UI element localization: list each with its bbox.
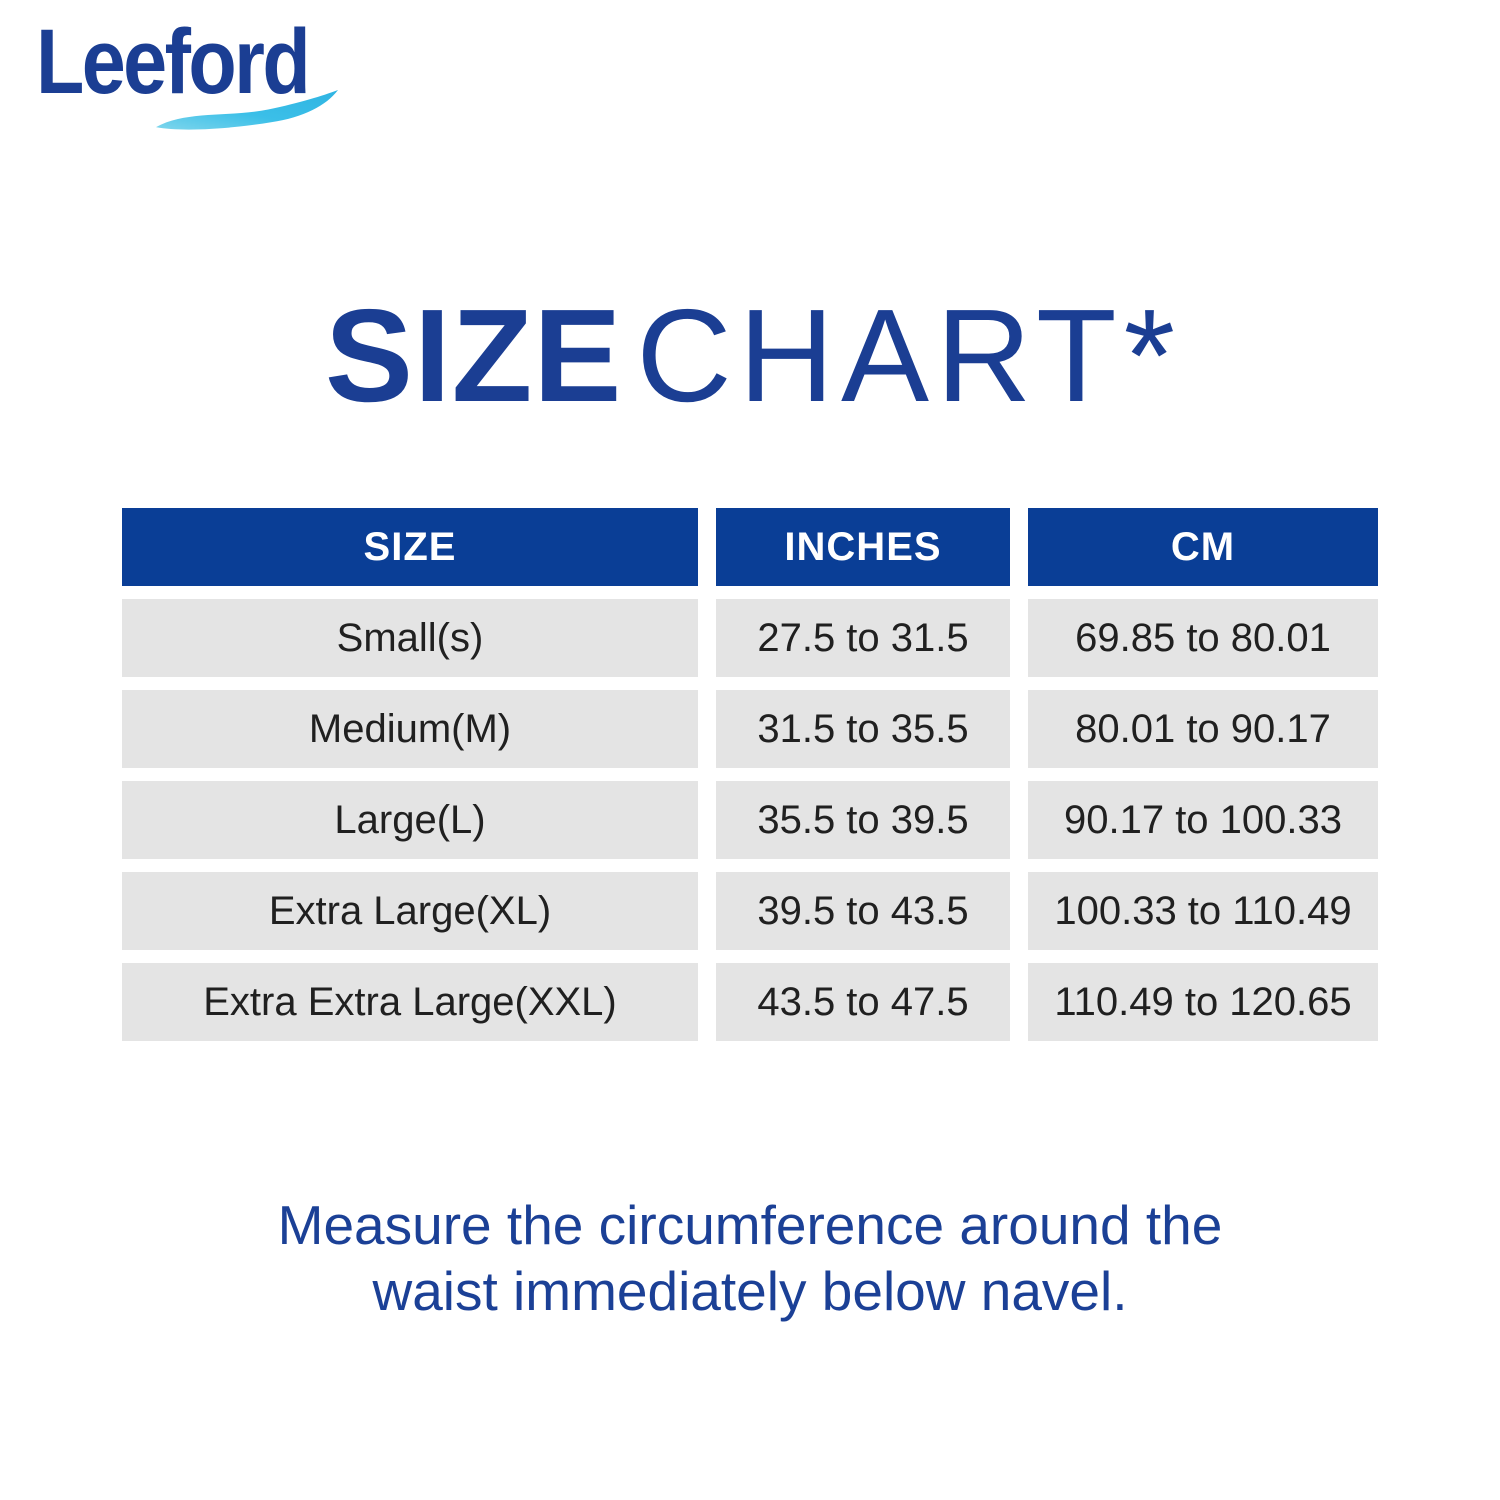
cell-size: Large(L) xyxy=(122,781,698,859)
logo-wave-icon xyxy=(156,90,338,130)
title-word-chart: CHART xyxy=(636,282,1124,429)
cell-cm: 90.17 to 100.33 xyxy=(1028,781,1378,859)
note-line-1: Measure the circumference around the xyxy=(277,1194,1223,1256)
cell-cm: 110.49 to 120.65 xyxy=(1028,963,1378,1041)
cell-cm: 69.85 to 80.01 xyxy=(1028,599,1378,677)
column-header-inches: INCHES xyxy=(716,508,1010,586)
cell-size: Small(s) xyxy=(122,599,698,677)
cell-inches: 43.5 to 47.5 xyxy=(716,963,1010,1041)
measurement-note: Measure the circumference around the wai… xyxy=(0,1192,1500,1324)
cell-inches: 35.5 to 39.5 xyxy=(716,781,1010,859)
cell-cm: 100.33 to 110.49 xyxy=(1028,872,1378,950)
column-header-cm: CM xyxy=(1028,508,1378,586)
brand-logo: Leeford xyxy=(36,16,376,156)
size-table: SIZE INCHES CM Small(s) 27.5 to 31.5 69.… xyxy=(122,508,1378,1041)
brand-name: Leeford xyxy=(36,11,311,113)
note-line-2: waist immediately below navel. xyxy=(372,1260,1128,1322)
cell-inches: 39.5 to 43.5 xyxy=(716,872,1010,950)
cell-size: Extra Extra Large(XXL) xyxy=(122,963,698,1041)
column-header-size: SIZE xyxy=(122,508,698,586)
cell-size: Medium(M) xyxy=(122,690,698,768)
title-word-size: SIZE xyxy=(324,282,623,429)
title-asterisk: * xyxy=(1123,282,1176,429)
cell-inches: 31.5 to 35.5 xyxy=(716,690,1010,768)
cell-size: Extra Large(XL) xyxy=(122,872,698,950)
cell-cm: 80.01 to 90.17 xyxy=(1028,690,1378,768)
cell-inches: 27.5 to 31.5 xyxy=(716,599,1010,677)
page-title: SIZE CHART* xyxy=(0,290,1500,422)
